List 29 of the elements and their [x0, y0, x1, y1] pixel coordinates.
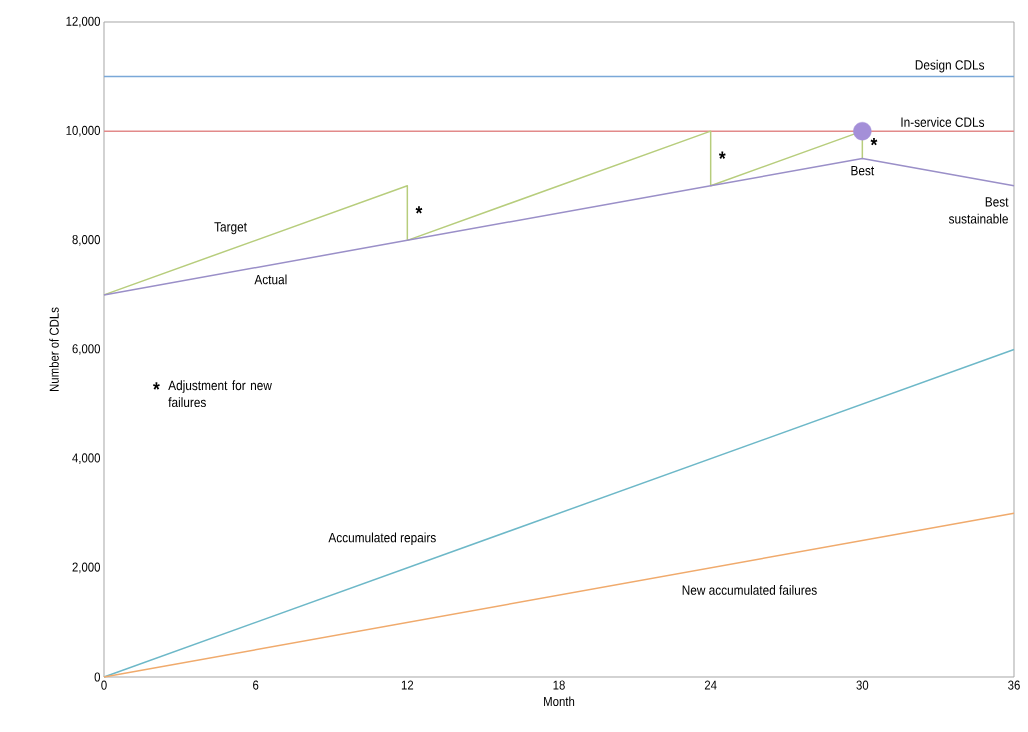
y-axis-title: Number of CDLs [49, 307, 59, 391]
x-tick-label: 12 [401, 680, 414, 690]
line-series [103, 157, 1015, 296]
y-tick-label: 4,000 [72, 453, 101, 465]
annotation: * [718, 151, 726, 160]
x-tick-label: 30 [856, 680, 869, 690]
annotation: * [870, 137, 878, 146]
annotation: * [415, 206, 423, 214]
annotation: * [153, 382, 160, 390]
y-tick-label: 10,000 [66, 125, 101, 137]
y-tick-label: 12,000 [66, 16, 101, 28]
series-label: New accumulated failures [682, 584, 817, 595]
annotation: Best [851, 165, 875, 176]
ref-line-label: Design CDLs [915, 59, 985, 73]
ref-line-label: In-service CDLs [901, 117, 985, 127]
x-tick-label: 36 [1008, 680, 1020, 690]
y-tick-label: 8,000 [72, 234, 101, 246]
x-tick-label: 24 [704, 680, 717, 690]
series-label: Target [214, 222, 247, 235]
annotation: Best sustainable [948, 197, 1009, 224]
series-label: Accumulated repairs [328, 532, 436, 546]
y-tick-label: 0 [94, 672, 101, 682]
x-axis-title: Month [544, 696, 575, 707]
x-tick-label: 6 [253, 680, 259, 690]
x-tick-label: 18 [553, 680, 565, 690]
y-tick-label: 6,000 [72, 344, 101, 355]
annotation: Adjustment for new failures [168, 380, 272, 408]
y-tick-label: 2,000 [72, 562, 101, 574]
series-label: Actual [254, 274, 287, 285]
